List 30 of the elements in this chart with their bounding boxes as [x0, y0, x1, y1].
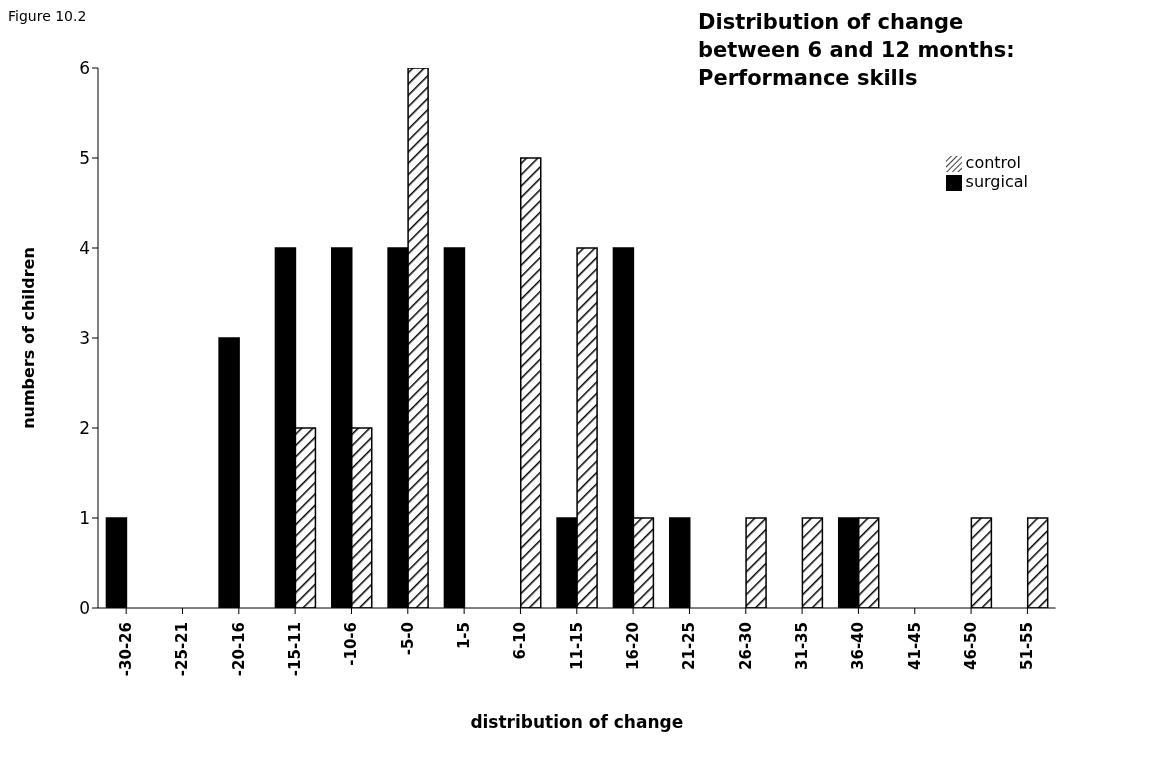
- x-tick-label: 26-30: [736, 622, 755, 670]
- x-tick-label: 1-5: [455, 622, 474, 650]
- x-tick-label: 46-50: [962, 622, 981, 670]
- x-tick-label: -10-6: [342, 622, 361, 666]
- legend-label: surgical: [965, 172, 1028, 191]
- x-tick-label: 31-35: [793, 622, 812, 670]
- y-tick-label: 6: [79, 58, 90, 79]
- x-tick-label: -20-16: [229, 622, 248, 677]
- x-tick-label: 41-45: [905, 622, 924, 670]
- x-tick-label: 51-55: [1018, 622, 1037, 670]
- x-tick-label: 6-10: [511, 622, 530, 660]
- y-tick-label: 5: [79, 148, 90, 169]
- x-axis-title: distribution of change: [470, 712, 684, 732]
- x-tick-label: -15-11: [286, 622, 305, 677]
- x-tick-label: -30-26: [117, 622, 136, 677]
- caption: Figure 10.2: [8, 8, 87, 24]
- x-tick-label: -5-0: [398, 622, 417, 656]
- y-tick-label: 0: [79, 598, 90, 619]
- y-tick-label: 3: [79, 328, 90, 349]
- x-tick-label: 21-25: [680, 622, 699, 670]
- chart-title: Distribution of change between 6 and 12 months: Performance skills: [698, 9, 1015, 92]
- y-tick-label: 2: [79, 418, 90, 439]
- legend-label: control: [965, 153, 1022, 172]
- y-axis-title: numbers of children: [18, 247, 38, 429]
- x-tick-label: 36-40: [849, 622, 868, 670]
- y-tick-label: 4: [79, 238, 90, 259]
- x-tick-label: 11-15: [567, 622, 586, 670]
- x-tick-label: 16-20: [624, 622, 643, 670]
- y-tick-label: 1: [79, 508, 90, 529]
- x-tick-label: -25-21: [173, 622, 192, 677]
